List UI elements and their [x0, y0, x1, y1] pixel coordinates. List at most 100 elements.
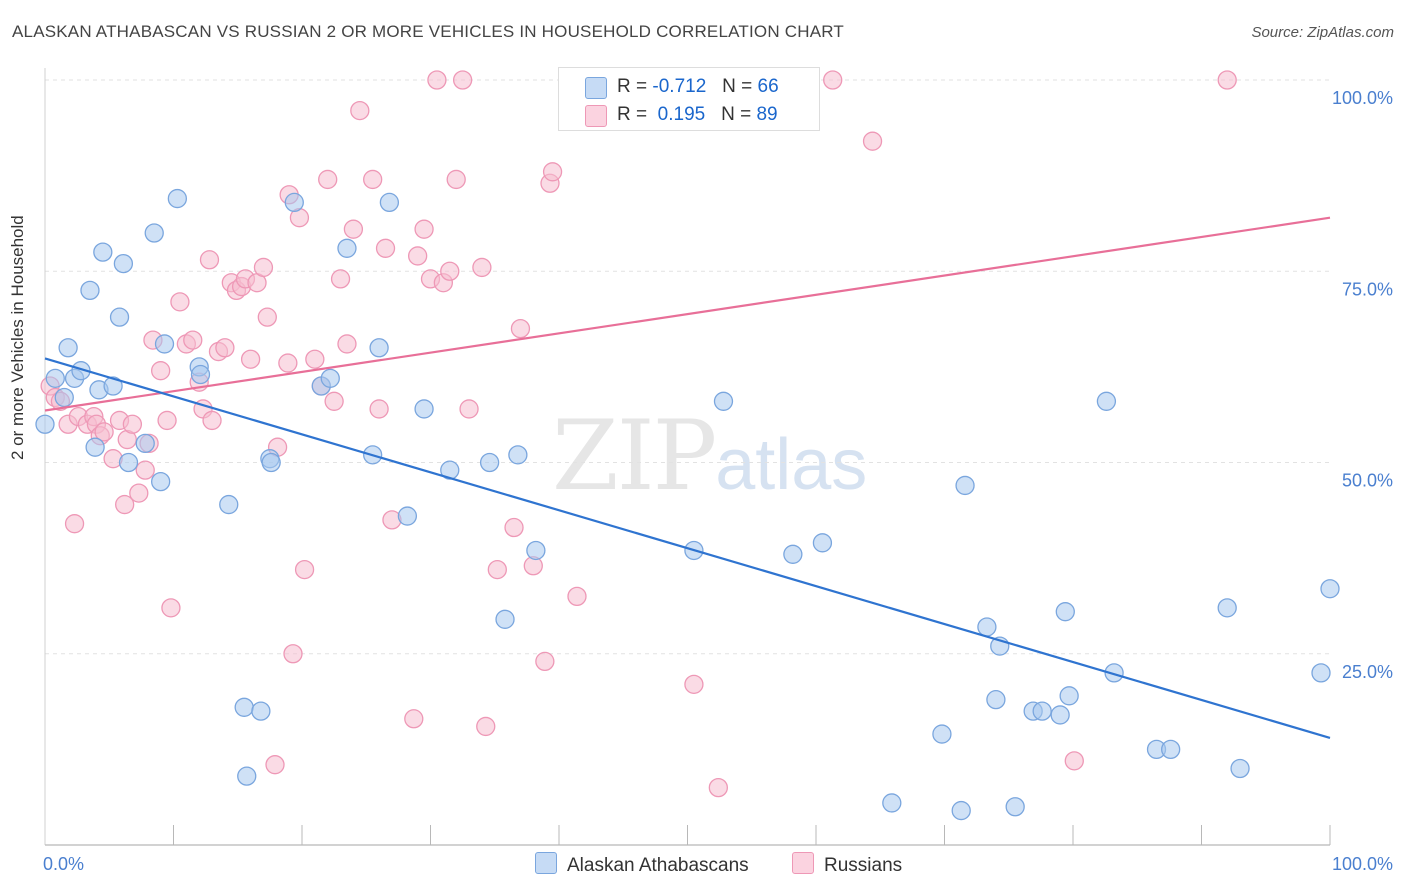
russian-point [427, 70, 447, 90]
russian-point [343, 219, 364, 239]
alaskan-point [113, 253, 134, 274]
alaskan-point [479, 452, 500, 473]
legend-swatch-alaskan [585, 77, 607, 99]
tick-labels: 100.0% 75.0% 50.0% 25.0% 0.0% 100.0% [43, 88, 1393, 874]
alaskan-point [167, 188, 188, 209]
axes [44, 68, 1331, 846]
alaskan-point [1055, 602, 1075, 622]
alaskan-point [58, 338, 78, 358]
bottom-legend-label-alaskan: Alaskan Athabascans [567, 855, 749, 876]
alaskan-point [320, 368, 340, 389]
alaskan-point [1005, 797, 1025, 817]
alaskan-point [251, 701, 271, 721]
bottom-legend-label-russian: Russians [824, 855, 903, 876]
alaskan-point [882, 793, 902, 813]
alaskan-point [932, 724, 952, 744]
alaskan-point [103, 376, 123, 396]
russian-point [504, 517, 524, 538]
bottom-legend-swatch-russian [792, 852, 814, 874]
russian-point [129, 483, 149, 503]
y-tick-label: 100.0% [1332, 88, 1393, 108]
y-tick-label: 25.0% [1342, 662, 1393, 682]
russian-point [305, 349, 325, 369]
russian-point [708, 777, 728, 798]
legend-n-value: 66 [757, 76, 779, 97]
russian-point [375, 238, 396, 258]
alaskan-point [508, 445, 528, 465]
alaskan-point [80, 280, 100, 301]
y-tick-label: 75.0% [1342, 279, 1393, 299]
alaskan-point [1050, 705, 1070, 725]
bottom-legend-alaskan: Alaskan Athabascans [535, 852, 749, 877]
alaskan-point [369, 338, 389, 358]
russian-point [94, 422, 114, 442]
russian-point [862, 131, 883, 151]
x-tick-label: 0.0% [43, 854, 84, 874]
russian-point [535, 651, 555, 672]
russian-point [472, 257, 492, 278]
russian-point [414, 219, 434, 239]
russian-point [324, 391, 344, 411]
alaskan-point [93, 242, 113, 262]
russian-point [253, 257, 274, 278]
alaskan-point [397, 506, 418, 526]
alaskan-point [812, 533, 833, 553]
x-tick-label: 100.0% [1332, 854, 1393, 874]
russian-point [350, 100, 370, 121]
watermark: ZIPatlas [552, 400, 867, 512]
alaskan-point [118, 452, 139, 473]
russian-point [283, 644, 303, 664]
russian-point [161, 598, 181, 618]
chart-title: ALASKAN ATHABASCAN VS RUSSIAN 2 OR MORE … [12, 22, 844, 41]
russian-point [446, 169, 466, 190]
alaskan-point [261, 452, 281, 473]
alaskan-point [379, 192, 400, 213]
alaskan-point [1217, 598, 1237, 618]
watermark-atlas: atlas [715, 425, 868, 505]
russian-point [476, 716, 496, 737]
alaskan-point [440, 460, 460, 480]
legend-r-value: 0.195 [657, 104, 706, 125]
alaskan-point [1059, 686, 1079, 706]
russian-trend-line [44, 216, 1331, 412]
alaskan-point [1311, 663, 1331, 683]
russian-point [278, 353, 298, 373]
alaskan-point [35, 414, 55, 434]
russian-point [240, 349, 261, 369]
points-layer [35, 70, 1340, 821]
y-axis-label: 2 or more Vehicles in Household [8, 215, 27, 460]
russian-point [199, 250, 220, 270]
russian-point [542, 162, 563, 182]
russian-point [452, 70, 473, 90]
alaskan-point [1161, 739, 1181, 760]
russian-point [215, 338, 235, 358]
russian-point [684, 674, 704, 694]
alaskan-point [54, 387, 74, 408]
alaskan-point [85, 437, 105, 457]
russian-point [369, 399, 389, 419]
russian-point [440, 261, 460, 281]
legend-n-value: 89 [756, 104, 778, 125]
alaskan-point [1230, 758, 1250, 779]
bottom-legend-swatch-alaskan [535, 852, 557, 874]
russian-point [337, 334, 357, 354]
russian-point [257, 307, 277, 327]
legend-n-label: N = [722, 76, 753, 97]
alaskan-point [1096, 391, 1117, 411]
alaskan-point [1032, 701, 1052, 721]
legend-box: R = -0.712 N = 66 R = 0.195 N = 89 [558, 67, 820, 131]
russian-point [64, 514, 85, 534]
alaskan-point [713, 391, 734, 411]
russian-point [1064, 751, 1084, 771]
russian-point [183, 330, 203, 350]
legend-r-label: R = [617, 76, 648, 97]
russian-point [404, 709, 424, 729]
alaskan-point [414, 399, 434, 419]
russian-point [265, 755, 285, 775]
russian-point [135, 460, 155, 480]
alaskan-point [986, 690, 1006, 710]
alaskan-point [526, 540, 546, 561]
source-label: Source: ZipAtlas.com [1251, 24, 1394, 41]
russian-point [150, 361, 171, 381]
